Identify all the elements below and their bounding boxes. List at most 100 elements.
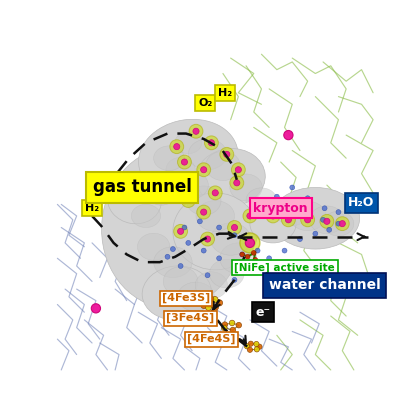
Circle shape [201,302,207,309]
Text: [3Fe4S]: [3Fe4S] [166,313,215,323]
Circle shape [336,217,349,231]
Circle shape [216,300,223,306]
Circle shape [336,221,341,226]
Circle shape [181,159,188,165]
Circle shape [193,128,199,134]
Circle shape [336,210,341,215]
Circle shape [178,155,192,169]
Circle shape [232,277,237,282]
Circle shape [245,238,255,247]
Circle shape [217,225,222,230]
Circle shape [197,205,211,219]
Text: H₂O: H₂O [348,197,375,209]
Circle shape [266,209,280,223]
Circle shape [248,341,253,346]
Circle shape [171,247,176,252]
Circle shape [305,213,310,218]
Circle shape [222,322,228,327]
Circle shape [165,254,170,259]
Circle shape [247,213,253,219]
Circle shape [229,320,235,326]
Circle shape [205,136,218,150]
Circle shape [232,233,237,238]
Circle shape [254,341,259,346]
Circle shape [174,224,188,238]
Circle shape [301,213,315,227]
Circle shape [313,231,318,236]
Circle shape [212,190,218,196]
Circle shape [284,131,293,140]
Circle shape [244,344,249,349]
Circle shape [178,228,184,234]
Circle shape [322,206,327,211]
Circle shape [208,140,215,146]
Text: krypton: krypton [253,202,308,215]
Circle shape [205,236,211,242]
Circle shape [202,298,209,304]
Text: water channel: water channel [269,278,381,292]
Circle shape [320,217,326,222]
Circle shape [243,209,257,223]
Circle shape [178,263,183,268]
Circle shape [186,240,191,245]
Circle shape [217,256,222,261]
Circle shape [235,167,241,173]
Circle shape [201,209,207,215]
Circle shape [270,213,276,219]
Text: H₂: H₂ [218,88,232,98]
Circle shape [282,248,287,253]
Circle shape [255,248,260,253]
Circle shape [181,194,195,207]
Text: [4Fe4S]: [4Fe4S] [187,334,236,344]
Circle shape [240,233,260,253]
Circle shape [281,213,295,227]
Circle shape [201,167,207,173]
Circle shape [297,236,302,241]
Circle shape [197,219,202,224]
Circle shape [170,140,184,154]
Text: e⁻: e⁻ [255,306,270,319]
Circle shape [189,124,203,138]
Circle shape [231,163,245,177]
Circle shape [205,304,212,310]
Text: O₂: O₂ [198,98,213,108]
Circle shape [230,176,244,190]
Circle shape [208,186,222,200]
Circle shape [240,252,244,257]
Circle shape [182,225,187,230]
Circle shape [327,227,332,232]
Circle shape [274,194,279,199]
Text: [4Fe3S]: [4Fe3S] [162,293,210,304]
Text: gas tunnel: gas tunnel [93,178,192,197]
Circle shape [174,144,180,150]
Text: H₂: H₂ [85,203,99,213]
Circle shape [162,174,176,188]
Circle shape [230,327,236,333]
Circle shape [205,273,210,278]
Circle shape [201,232,215,246]
Circle shape [320,214,334,228]
Circle shape [267,256,272,261]
Circle shape [234,180,240,186]
Circle shape [290,185,295,190]
Text: [NiFe] active site: [NiFe] active site [234,262,335,273]
Circle shape [253,268,258,272]
Circle shape [245,255,250,259]
Circle shape [91,304,100,313]
Circle shape [207,296,214,302]
Circle shape [231,224,238,231]
Circle shape [240,252,245,257]
Circle shape [185,197,192,204]
Circle shape [305,196,310,201]
Circle shape [212,297,218,302]
Circle shape [201,248,206,253]
Circle shape [220,147,234,161]
Circle shape [339,220,345,227]
Circle shape [254,347,260,352]
Circle shape [290,206,295,211]
Circle shape [224,151,230,158]
Circle shape [222,325,227,331]
Circle shape [324,218,330,224]
Circle shape [236,323,241,328]
Circle shape [285,217,291,223]
